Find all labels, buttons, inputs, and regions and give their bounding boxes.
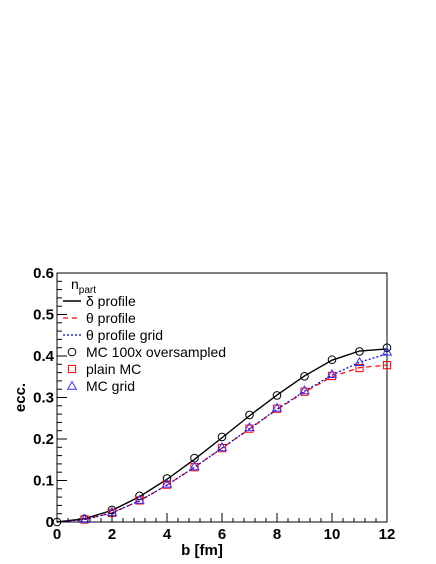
data-point-mc_over [272,391,282,400]
data-point-mc_grid [79,513,90,523]
data-point-mc_grid [161,478,173,488]
legend-title-main: n [71,276,79,292]
legend-swatch-mc_over [67,347,77,357]
data-point-mc_over [135,491,144,501]
series-line-theta_grid [56,353,388,523]
legend-entry-plain_mc: plain MC [67,361,141,377]
data-point-mc_grid [244,421,255,432]
legend-label-delta: δ profile [86,293,136,309]
x-tick-label: 2 [108,526,116,543]
legend-title: npart [71,276,96,296]
data-point-mc_over [382,343,392,353]
data-point-plain_mc [135,496,144,505]
data-point-mc_grid [271,402,283,412]
y-tick-label: 0.3 [33,390,54,407]
x-tick-label: 0 [53,526,61,543]
y-tick-label: 0 [46,514,54,531]
legend-label-theta_grid: θ profile grid [86,327,163,343]
data-point-mc_grid [216,441,228,452]
series-delta [56,348,388,523]
legend-entry-mc_over: MC 100x oversampled [67,344,226,360]
series-line-theta [56,364,388,523]
y-tick-label: 0.1 [33,473,54,490]
data-point-plain_mc [162,480,172,489]
x-tick-label: 10 [324,526,341,543]
y-axis-title: ecc. [12,383,29,412]
data-point-plain_mc [80,515,89,524]
x-tick-label: 4 [163,526,172,543]
data-point-mc_over [355,347,364,356]
y-tick-label: 0.4 [33,348,55,365]
legend-swatch-plain_mc [67,364,77,374]
y-tick-label: 0.5 [33,307,54,324]
legend-entry-theta_grid: θ profile grid [63,327,163,343]
data-point-mc_over [300,372,309,381]
y-tick-label: 0.2 [33,431,54,448]
x-axis-title: b [fm] [181,542,223,559]
data-point-mc_grid [354,356,365,367]
series-layer [52,343,393,527]
legend-label-mc_over: MC 100x oversampled [86,344,226,360]
legend-entry-mc_grid: MC grid [66,378,135,394]
data-point-plain_mc [355,363,364,373]
data-point-plain_mc [382,361,392,370]
legend-entry-delta: δ profile [63,293,136,309]
data-point-mc_over [217,432,227,442]
data-point-mc_grid [326,368,338,379]
x-tick-label: 6 [218,526,226,543]
data-point-plain_mc [272,404,282,413]
data-point-mc_grid [189,460,200,471]
data-point-mc_over [162,474,172,483]
legend-label-theta: θ profile [86,310,136,326]
data-point-mc_grid [381,346,393,356]
legend-swatch-mc_grid [66,380,78,390]
series-theta [56,364,388,523]
data-point-mc_over [245,410,254,420]
data-point-mc_grid [299,385,310,395]
axes-layer: 0 2 4 6 8 10 12 0 0.1 0.2 0.3 0.4 0.5 0.6 [33,265,395,543]
data-point-plain_mc [217,444,227,453]
legend-label-mc_grid: MC grid [86,378,135,394]
y-tick-label: 0.6 [33,265,54,282]
data-point-plain_mc [190,463,199,472]
x-tick-label: 8 [273,526,281,543]
data-point-mc_over [327,355,337,365]
series-mc_grid [79,346,393,523]
data-point-mc_grid [134,494,145,504]
legend-entry-theta: θ profile [63,310,136,326]
series-line-delta [56,348,388,523]
legend-title-subscript: part [79,285,96,296]
series-theta_grid [56,353,388,523]
legend-label-plain_mc: plain MC [86,361,141,377]
x-tick-label: 12 [379,526,396,543]
